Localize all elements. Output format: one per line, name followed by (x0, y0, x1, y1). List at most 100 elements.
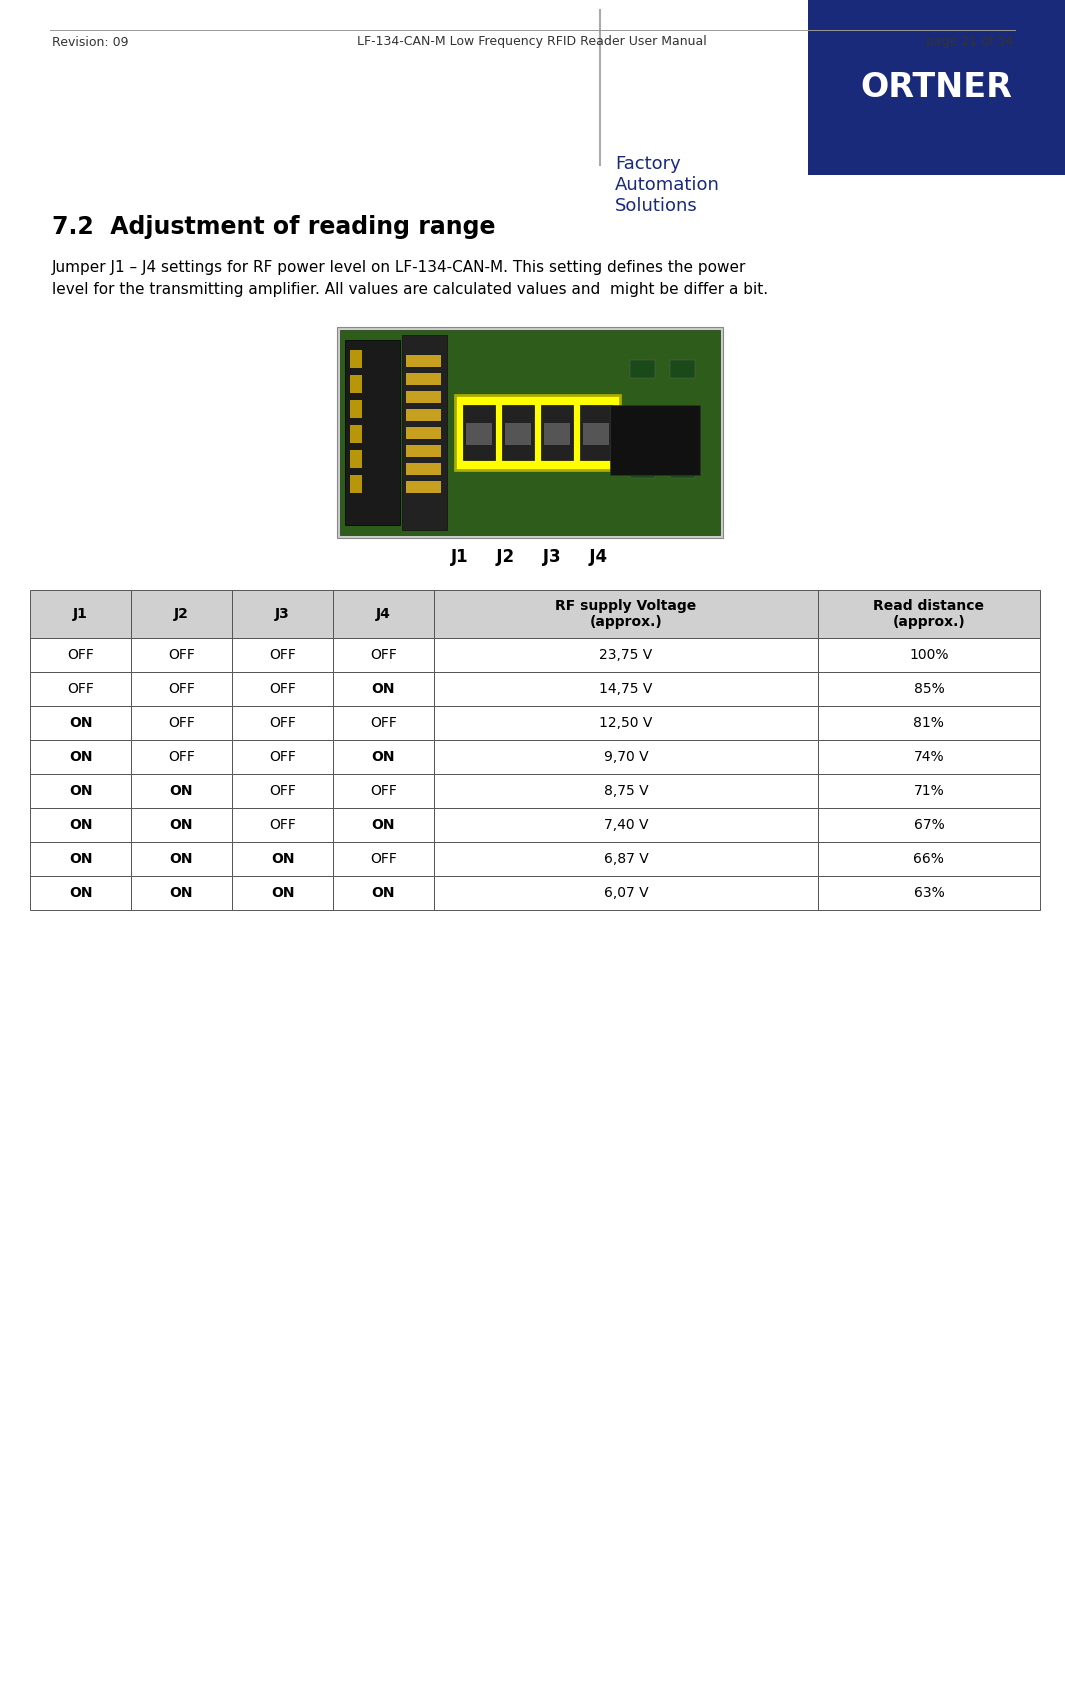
FancyBboxPatch shape (30, 807, 131, 841)
FancyBboxPatch shape (232, 877, 333, 911)
FancyBboxPatch shape (406, 427, 441, 439)
FancyBboxPatch shape (340, 331, 720, 534)
Text: 100%: 100% (910, 648, 949, 661)
Text: 81%: 81% (914, 716, 945, 729)
FancyBboxPatch shape (406, 444, 441, 456)
FancyBboxPatch shape (406, 354, 441, 366)
Text: OFF: OFF (370, 851, 397, 867)
Text: ON: ON (169, 817, 193, 833)
FancyBboxPatch shape (232, 590, 333, 638)
FancyBboxPatch shape (435, 807, 818, 841)
Text: 6,87 V: 6,87 V (604, 851, 649, 867)
FancyBboxPatch shape (808, 0, 1065, 175)
Text: ORTNER: ORTNER (861, 71, 1013, 103)
FancyBboxPatch shape (131, 807, 232, 841)
FancyBboxPatch shape (435, 877, 818, 911)
FancyBboxPatch shape (232, 638, 333, 672)
Text: ON: ON (69, 851, 93, 867)
Text: OFF: OFF (67, 682, 94, 695)
FancyBboxPatch shape (818, 638, 1041, 672)
Text: Revision: 09: Revision: 09 (52, 36, 129, 49)
FancyBboxPatch shape (541, 405, 573, 460)
FancyBboxPatch shape (333, 672, 435, 706)
FancyBboxPatch shape (670, 460, 695, 478)
Text: 71%: 71% (914, 784, 945, 799)
FancyBboxPatch shape (818, 739, 1041, 773)
FancyBboxPatch shape (30, 841, 131, 877)
Text: OFF: OFF (370, 784, 397, 799)
FancyBboxPatch shape (350, 375, 362, 393)
FancyBboxPatch shape (333, 807, 435, 841)
FancyBboxPatch shape (131, 638, 232, 672)
FancyBboxPatch shape (131, 590, 232, 638)
FancyBboxPatch shape (350, 475, 362, 494)
FancyBboxPatch shape (818, 706, 1041, 739)
Text: J3: J3 (275, 607, 290, 621)
Text: level for the transmitting amplifier. All values are calculated values and  migh: level for the transmitting amplifier. Al… (52, 282, 768, 297)
Text: OFF: OFF (67, 648, 94, 661)
FancyBboxPatch shape (30, 590, 131, 638)
Text: ON: ON (69, 784, 93, 799)
FancyBboxPatch shape (131, 877, 232, 911)
FancyBboxPatch shape (337, 327, 723, 538)
FancyBboxPatch shape (435, 739, 818, 773)
Text: Jumper J1 – J4 settings for RF power level on LF-134-CAN-M. This setting defines: Jumper J1 – J4 settings for RF power lev… (52, 259, 747, 275)
FancyBboxPatch shape (406, 482, 441, 494)
Text: ON: ON (271, 885, 294, 901)
FancyBboxPatch shape (232, 841, 333, 877)
Text: 14,75 V: 14,75 V (600, 682, 653, 695)
Text: ON: ON (169, 885, 193, 901)
FancyBboxPatch shape (232, 773, 333, 807)
Text: 7,40 V: 7,40 V (604, 817, 649, 833)
FancyBboxPatch shape (333, 638, 435, 672)
Text: ON: ON (372, 750, 395, 763)
FancyBboxPatch shape (30, 672, 131, 706)
FancyBboxPatch shape (333, 773, 435, 807)
Text: ON: ON (69, 817, 93, 833)
FancyBboxPatch shape (463, 405, 495, 460)
FancyBboxPatch shape (818, 841, 1041, 877)
Text: 12,50 V: 12,50 V (600, 716, 653, 729)
FancyBboxPatch shape (30, 773, 131, 807)
FancyBboxPatch shape (505, 422, 531, 444)
FancyBboxPatch shape (131, 841, 232, 877)
FancyBboxPatch shape (406, 373, 441, 385)
Text: J1     J2     J3     J4: J1 J2 J3 J4 (452, 548, 608, 566)
Text: OFF: OFF (269, 750, 296, 763)
FancyBboxPatch shape (435, 672, 818, 706)
FancyBboxPatch shape (345, 339, 400, 526)
FancyBboxPatch shape (350, 400, 362, 417)
FancyBboxPatch shape (466, 422, 492, 444)
Text: J4: J4 (376, 607, 391, 621)
Text: ON: ON (69, 750, 93, 763)
FancyBboxPatch shape (333, 841, 435, 877)
FancyBboxPatch shape (435, 590, 818, 638)
FancyBboxPatch shape (818, 807, 1041, 841)
Text: LF-134-CAN-M Low Frequency RFID Reader User Manual: LF-134-CAN-M Low Frequency RFID Reader U… (357, 36, 707, 49)
FancyBboxPatch shape (620, 421, 660, 455)
Text: 7.2  Adjustment of reading range: 7.2 Adjustment of reading range (52, 215, 495, 239)
Text: ON: ON (69, 716, 93, 729)
Text: 23,75 V: 23,75 V (600, 648, 653, 661)
Text: 74%: 74% (914, 750, 945, 763)
FancyBboxPatch shape (30, 638, 131, 672)
Text: OFF: OFF (370, 716, 397, 729)
FancyBboxPatch shape (580, 405, 612, 460)
FancyBboxPatch shape (30, 877, 131, 911)
FancyBboxPatch shape (232, 706, 333, 739)
Text: 6,07 V: 6,07 V (604, 885, 649, 901)
FancyBboxPatch shape (610, 405, 700, 475)
Text: 8,75 V: 8,75 V (604, 784, 649, 799)
Text: ON: ON (69, 885, 93, 901)
FancyBboxPatch shape (131, 706, 232, 739)
FancyBboxPatch shape (818, 773, 1041, 807)
FancyBboxPatch shape (435, 638, 818, 672)
FancyBboxPatch shape (333, 877, 435, 911)
Text: ON: ON (372, 817, 395, 833)
FancyBboxPatch shape (583, 422, 609, 444)
Text: OFF: OFF (269, 648, 296, 661)
FancyBboxPatch shape (406, 463, 441, 475)
FancyBboxPatch shape (435, 841, 818, 877)
Text: ON: ON (372, 885, 395, 901)
FancyBboxPatch shape (406, 392, 441, 404)
